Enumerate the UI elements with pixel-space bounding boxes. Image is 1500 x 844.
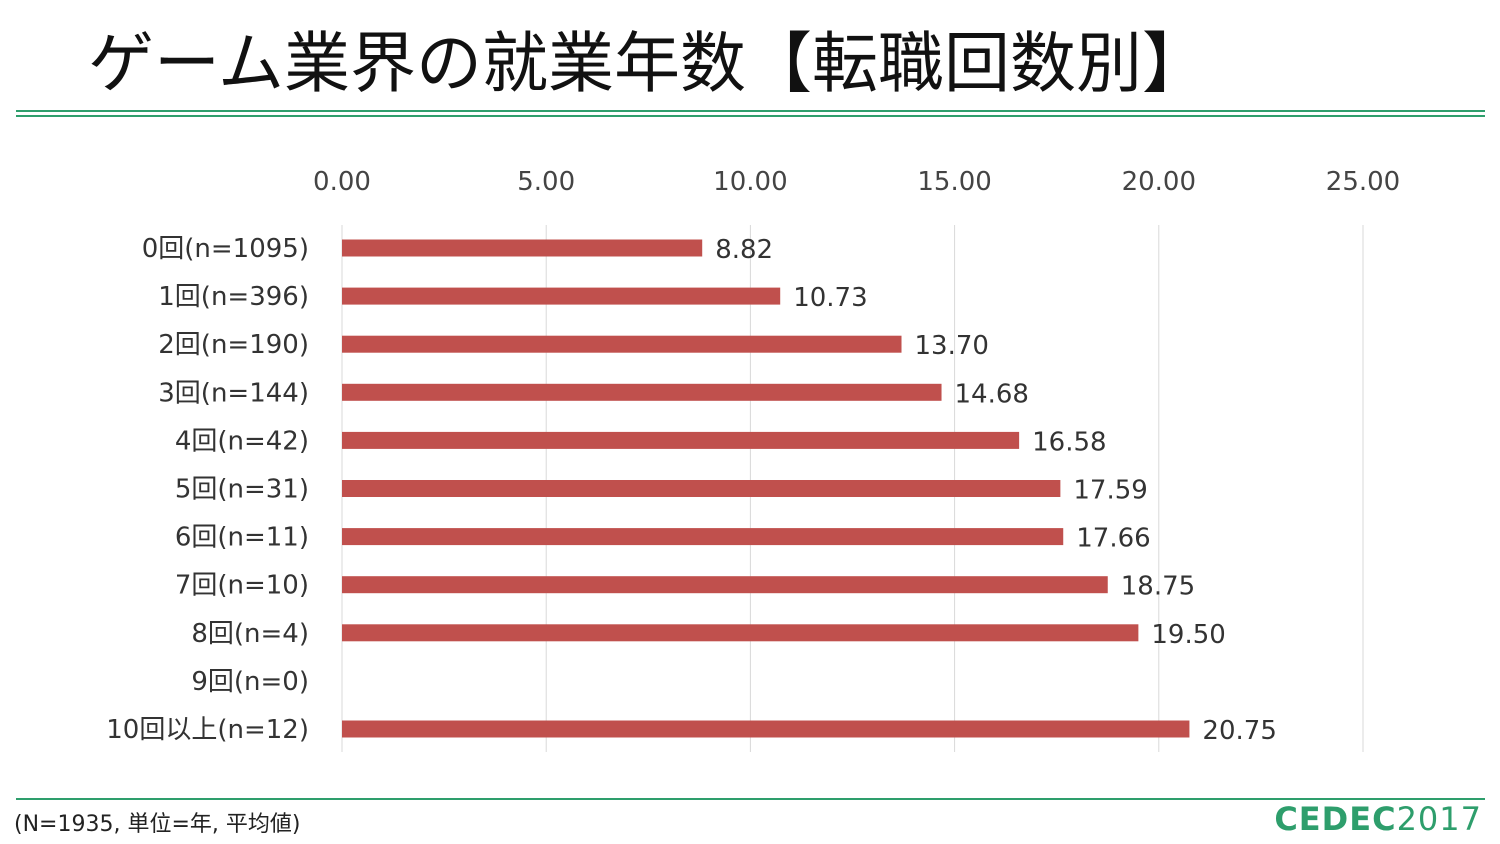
cedec-logo: CEDEC2017 bbox=[1274, 800, 1482, 838]
category-label: 9回(n=0) bbox=[191, 667, 309, 697]
category-label: 8回(n=4) bbox=[191, 619, 309, 649]
category-label: 7回(n=10) bbox=[175, 571, 309, 601]
bar bbox=[342, 528, 1064, 546]
title-divider-bottom bbox=[16, 115, 1485, 117]
bar bbox=[342, 624, 1139, 642]
bar bbox=[342, 239, 703, 257]
x-tick-label: 25.00 bbox=[1326, 167, 1400, 197]
data-label: 13.70 bbox=[915, 331, 989, 361]
x-tick-label: 10.00 bbox=[713, 167, 787, 197]
page-title: ゲーム業界の就業年数【転職回数別】 bbox=[88, 25, 1209, 102]
bar bbox=[342, 335, 902, 353]
bar bbox=[342, 287, 781, 305]
data-label: 17.59 bbox=[1073, 476, 1147, 506]
x-tick-label: 0.00 bbox=[313, 167, 371, 197]
data-label: 19.50 bbox=[1151, 620, 1225, 650]
data-label: 20.75 bbox=[1202, 716, 1276, 746]
footer-divider bbox=[16, 798, 1485, 800]
x-tick-label: 20.00 bbox=[1122, 167, 1196, 197]
footnote: (N=1935, 単位=年, 平均値) bbox=[14, 812, 301, 837]
category-label: 1回(n=396) bbox=[158, 282, 309, 312]
category-label: 4回(n=42) bbox=[175, 426, 309, 456]
category-label: 6回(n=11) bbox=[175, 523, 309, 553]
category-label: 3回(n=144) bbox=[158, 378, 309, 408]
data-label: 16.58 bbox=[1032, 427, 1106, 457]
category-label: 0回(n=1095) bbox=[142, 234, 309, 264]
logo-text-cedec: CEDEC bbox=[1274, 800, 1397, 838]
title-divider-top bbox=[16, 110, 1485, 112]
data-label: 17.66 bbox=[1076, 524, 1150, 554]
category-label: 10回以上(n=12) bbox=[106, 715, 309, 745]
x-tick-label: 5.00 bbox=[517, 167, 575, 197]
category-label: 5回(n=31) bbox=[175, 475, 309, 505]
data-label: 18.75 bbox=[1121, 572, 1195, 602]
logo-text-year: 2017 bbox=[1396, 800, 1482, 838]
bar bbox=[342, 480, 1061, 497]
category-label: 2回(n=190) bbox=[158, 330, 309, 360]
data-label: 10.73 bbox=[793, 283, 867, 313]
bar bbox=[342, 431, 1020, 449]
data-label: 8.82 bbox=[715, 235, 773, 265]
bar bbox=[342, 720, 1190, 738]
x-tick-label: 15.00 bbox=[917, 167, 991, 197]
bar bbox=[342, 383, 942, 401]
data-label: 14.68 bbox=[955, 379, 1029, 409]
bar bbox=[342, 576, 1108, 594]
